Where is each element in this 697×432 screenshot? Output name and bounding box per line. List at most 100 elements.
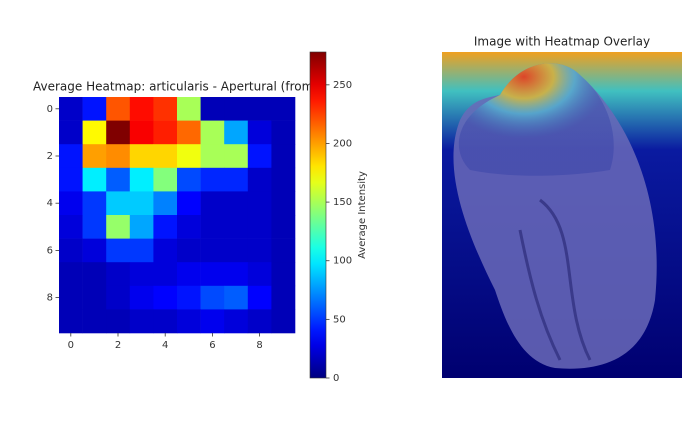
y-tick-label: 4 [47,198,53,209]
heatmap-panel: Average Heatmap: articularis - Apertural… [33,80,368,259]
heatmap-cell [200,238,225,263]
heatmap-cell [177,144,201,169]
heatmap-cell [200,262,225,287]
heatmap-cell [224,285,249,310]
heatmap-cell [129,167,154,192]
heatmap-title: Average Heatmap: articularis - Apertural… [33,80,313,94]
heatmap-cell [200,120,225,145]
heatmap-cell [153,144,178,169]
heatmap-cell [59,167,83,192]
colorbar-tick-label: 250 [333,80,352,91]
heatmap-cell [129,120,154,145]
heatmap-cell [82,167,107,192]
heatmap-cell [200,144,225,169]
heatmap-cell [82,191,107,216]
heatmap-cell [153,262,178,287]
heatmap-cell [59,309,83,334]
heatmap-cell [271,309,296,334]
heatmap-cell [247,215,272,239]
heatmap-cell [224,309,249,334]
y-tick-label: 2 [47,151,53,162]
colorbar-tick-label: 100 [333,256,352,267]
heatmap-cell [224,97,249,121]
heatmap-cell [177,262,201,287]
overlay-panel: Image with Heatmap Overlay [442,35,682,378]
heatmap-cell [177,215,201,239]
heatmap-cell [224,191,249,216]
heatmap-cell [200,215,225,239]
heatmap-cell [177,97,201,121]
heatmap-cell [59,215,83,239]
heatmap-cell [271,167,296,192]
heatmap-cell [177,120,201,145]
heatmap-cell [106,191,131,216]
heatmap-cell [106,262,131,287]
heatmap-cell [59,285,83,310]
heatmap-cell [129,191,154,216]
x-tick-label: 2 [115,340,121,351]
heatmap-cell [82,262,107,287]
heatmap-cell [82,215,107,239]
heatmap-cell [224,215,249,239]
heatmap-cell [59,120,83,145]
heatmap-cell [224,167,249,192]
heatmap-cell [177,285,201,310]
heatmap-cell [59,144,83,169]
colorbar-label: Average Intensity [357,171,368,259]
heatmap-cell [82,144,107,169]
heatmap-cell [153,285,178,310]
heatmap-cell [247,238,272,263]
heatmap-cell [271,191,296,216]
heatmap-cell [153,167,178,192]
shell-hotspot [458,63,614,176]
heatmap-cell [106,215,131,239]
heatmap-cell [271,215,296,239]
heatmap-cell [247,285,272,310]
heatmap-cell [129,285,154,310]
heatmap-cell [59,97,83,121]
heatmap-cell [177,167,201,192]
heatmap-cell [129,262,154,287]
heatmap-cell [106,309,131,334]
heatmap-cell [200,167,225,192]
colorbar-tick-label: 50 [333,314,346,325]
heatmap-cell [153,120,178,145]
y-tick-label: 8 [47,293,53,304]
colorbar-tick-label: 200 [333,138,352,149]
heatmap-cell [82,285,107,310]
heatmap-cell [129,215,154,239]
heatmap-cell [271,262,296,287]
heatmap-cell [59,191,83,216]
heatmap-cell [82,120,107,145]
heatmap-cell [153,191,178,216]
y-tick-label: 0 [47,104,53,115]
shell-ridge [518,198,592,361]
heatmap-cell [106,144,131,169]
heatmap-cell [200,191,225,216]
heatmap-cell [200,309,225,334]
x-tick-label: 0 [68,340,74,351]
heatmap-cell [106,167,131,192]
x-tick-label: 4 [162,340,168,351]
heatmap-cell [200,285,225,310]
heatmap-cell [247,167,272,192]
heatmap-cell [129,238,154,263]
heatmap-cell [177,238,201,263]
heatmap-cell [82,238,107,263]
heatmap-cell [129,309,154,334]
heatmap-cell [224,238,249,263]
heatmap-cell [82,309,107,334]
heatmap-cell [271,97,296,121]
colorbar-tick-label: 150 [333,197,352,208]
heatmap-cell [129,144,154,169]
heatmap-cell [247,144,272,169]
heatmap-cell [153,309,178,334]
heatmap-cell [106,120,131,145]
heatmap-cell [106,285,131,310]
heatmap-cell [106,97,131,121]
overlay-title: Image with Heatmap Overlay [474,35,650,49]
heatmap-cell [153,238,178,263]
heatmap-cell [59,262,83,287]
colorbar [309,51,327,379]
